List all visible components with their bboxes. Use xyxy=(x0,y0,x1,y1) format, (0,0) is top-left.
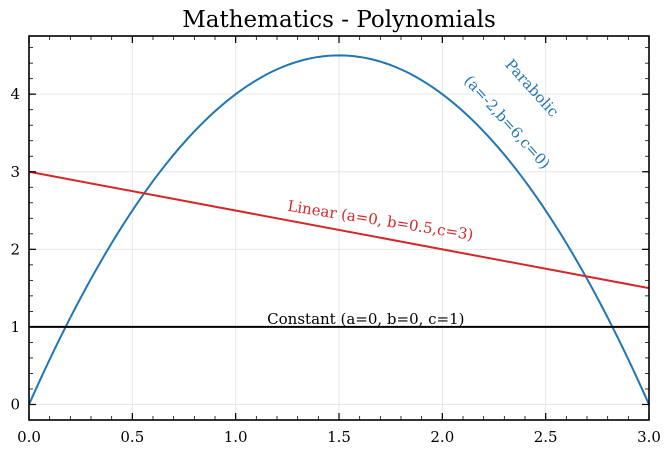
x-tick-label: 2.5 xyxy=(534,428,558,446)
y-tick-label: 1 xyxy=(10,318,20,336)
chart-title: Mathematics - Polynomials xyxy=(182,7,496,33)
y-tick-label: 2 xyxy=(10,240,20,258)
y-tick-label: 0 xyxy=(10,395,20,413)
x-tick-label: 1.5 xyxy=(327,428,351,446)
x-tick-label: 3.0 xyxy=(637,428,661,446)
x-tick-label: 0.0 xyxy=(17,428,41,446)
parabolic-series-line xyxy=(28,54,650,405)
x-tick-label: 0.5 xyxy=(120,428,144,446)
y-tick-label: 4 xyxy=(10,85,20,103)
annotations: Parabolic(a=-2,b=6,c=0)Linear (a=0, b=0.… xyxy=(267,56,562,328)
annotation-label: Constant (a=0, b=0, c=1) xyxy=(267,310,464,328)
linear-series-line xyxy=(28,170,650,290)
x-tick-label: 1.0 xyxy=(224,428,248,446)
series-layer xyxy=(28,54,650,405)
axis-ticks: 0.0 0.5 1.0 1.5 2.0 2.5 3.0 0 1 2 3 4 xyxy=(10,36,661,446)
annotation-label: Parabolic xyxy=(501,56,562,121)
x-tick-label: 2.0 xyxy=(430,428,454,446)
y-tick-label: 3 xyxy=(10,163,20,181)
